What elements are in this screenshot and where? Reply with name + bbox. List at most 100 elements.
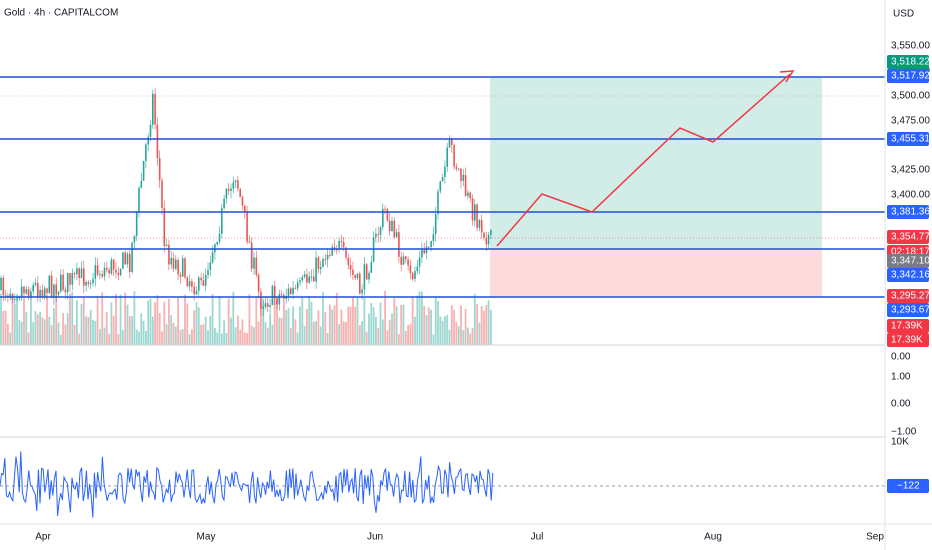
volume-bar [124, 292, 127, 345]
volume-bar [239, 329, 242, 345]
candle-body [317, 257, 320, 270]
volume-bar [260, 304, 262, 345]
candle-body [133, 236, 136, 243]
volume-bar [285, 310, 288, 345]
candle-body [232, 182, 235, 189]
candle-body [69, 273, 71, 285]
candle-body [267, 303, 269, 307]
volume-bar [200, 324, 202, 345]
price-tag-label: 3,295.27 [891, 291, 930, 302]
candle-body [110, 259, 113, 274]
candle-body [469, 192, 471, 199]
volume-bar [363, 297, 366, 345]
volume-bar [156, 295, 159, 345]
price-tag: 3,354.77 [887, 230, 930, 244]
candle-body [471, 198, 474, 221]
candle-body [101, 274, 103, 277]
volume-bar [94, 320, 97, 345]
currency: USD [893, 9, 914, 20]
volume-bar [237, 315, 239, 345]
volume-bar [165, 324, 168, 345]
volume-bar [262, 298, 265, 345]
volume-bar [391, 313, 393, 345]
volume-bar [11, 298, 14, 345]
candle-body [119, 268, 122, 276]
candle-body [89, 283, 92, 285]
volume-bar [73, 324, 76, 345]
candle-body [239, 188, 241, 197]
candle-body [393, 220, 396, 238]
volume-bar [145, 330, 147, 345]
candle-body [53, 284, 55, 298]
candle-body [188, 281, 191, 287]
volume-bar [96, 295, 99, 345]
price-tag-label: 3,293.67 [891, 305, 930, 316]
volume-bar [347, 306, 350, 345]
volume-bar [423, 305, 426, 345]
volume-bar [450, 305, 453, 345]
candle-body [9, 293, 11, 297]
candle-body [16, 298, 18, 300]
volume-bar [43, 319, 46, 345]
candle-body [186, 277, 189, 287]
volume-bar [278, 317, 281, 345]
volume-bar [163, 301, 166, 345]
arrow-head [779, 70, 795, 83]
candle-body [402, 256, 405, 265]
price-tag: 3,347.10 [887, 254, 930, 268]
volume-bar [62, 312, 64, 345]
candle-body [200, 277, 202, 281]
volume-bar [50, 325, 53, 345]
candle-body [126, 253, 129, 265]
candle-body [244, 205, 246, 212]
volume-bar [131, 316, 133, 345]
volume-bar [253, 327, 255, 345]
candle-body [198, 277, 200, 291]
volume-bar [324, 311, 327, 345]
lower-axis-label: 0.00 [891, 352, 911, 363]
volume-bar [16, 294, 18, 345]
candle-body [225, 188, 228, 199]
candle-body [260, 291, 262, 309]
volume-bar [154, 302, 156, 345]
candle-body [177, 259, 179, 275]
volume-bar [138, 331, 140, 345]
volume-bar [13, 304, 16, 345]
candle-body [411, 273, 414, 279]
volume-bar [172, 322, 175, 345]
volume-bar [78, 333, 81, 345]
candle-body [315, 257, 317, 282]
volume-bar [292, 306, 294, 345]
volume-bar [207, 330, 209, 345]
volume-bar [2, 311, 5, 345]
candle-body [460, 168, 462, 181]
candle-body [237, 180, 239, 189]
candle-body [386, 209, 389, 221]
volume-bar [248, 294, 251, 345]
candle-body [37, 283, 39, 297]
candle-body [246, 211, 248, 242]
volume-bar [400, 304, 403, 345]
candle-body [455, 166, 458, 170]
candle-body [324, 259, 327, 261]
price-tag: 3,455.31 [887, 132, 930, 146]
volume-bar [294, 319, 297, 345]
volume-bar [462, 330, 465, 345]
volume-bar [352, 297, 354, 345]
volume-bar [444, 316, 446, 345]
volume-bar [312, 321, 315, 345]
volume-bar [476, 303, 478, 345]
volume-bar [250, 325, 253, 345]
volume-bar [71, 291, 74, 345]
volume-bar [161, 331, 163, 345]
candle-body [379, 227, 382, 235]
candle-body [485, 237, 488, 245]
volume-bar [214, 328, 216, 345]
candle-body [299, 280, 301, 283]
candle-body [202, 280, 205, 286]
candle-body [62, 274, 64, 290]
candle-body [462, 174, 465, 181]
volume-bar [425, 315, 428, 345]
volume-bar [243, 332, 246, 345]
price-tag-bg [887, 333, 929, 347]
